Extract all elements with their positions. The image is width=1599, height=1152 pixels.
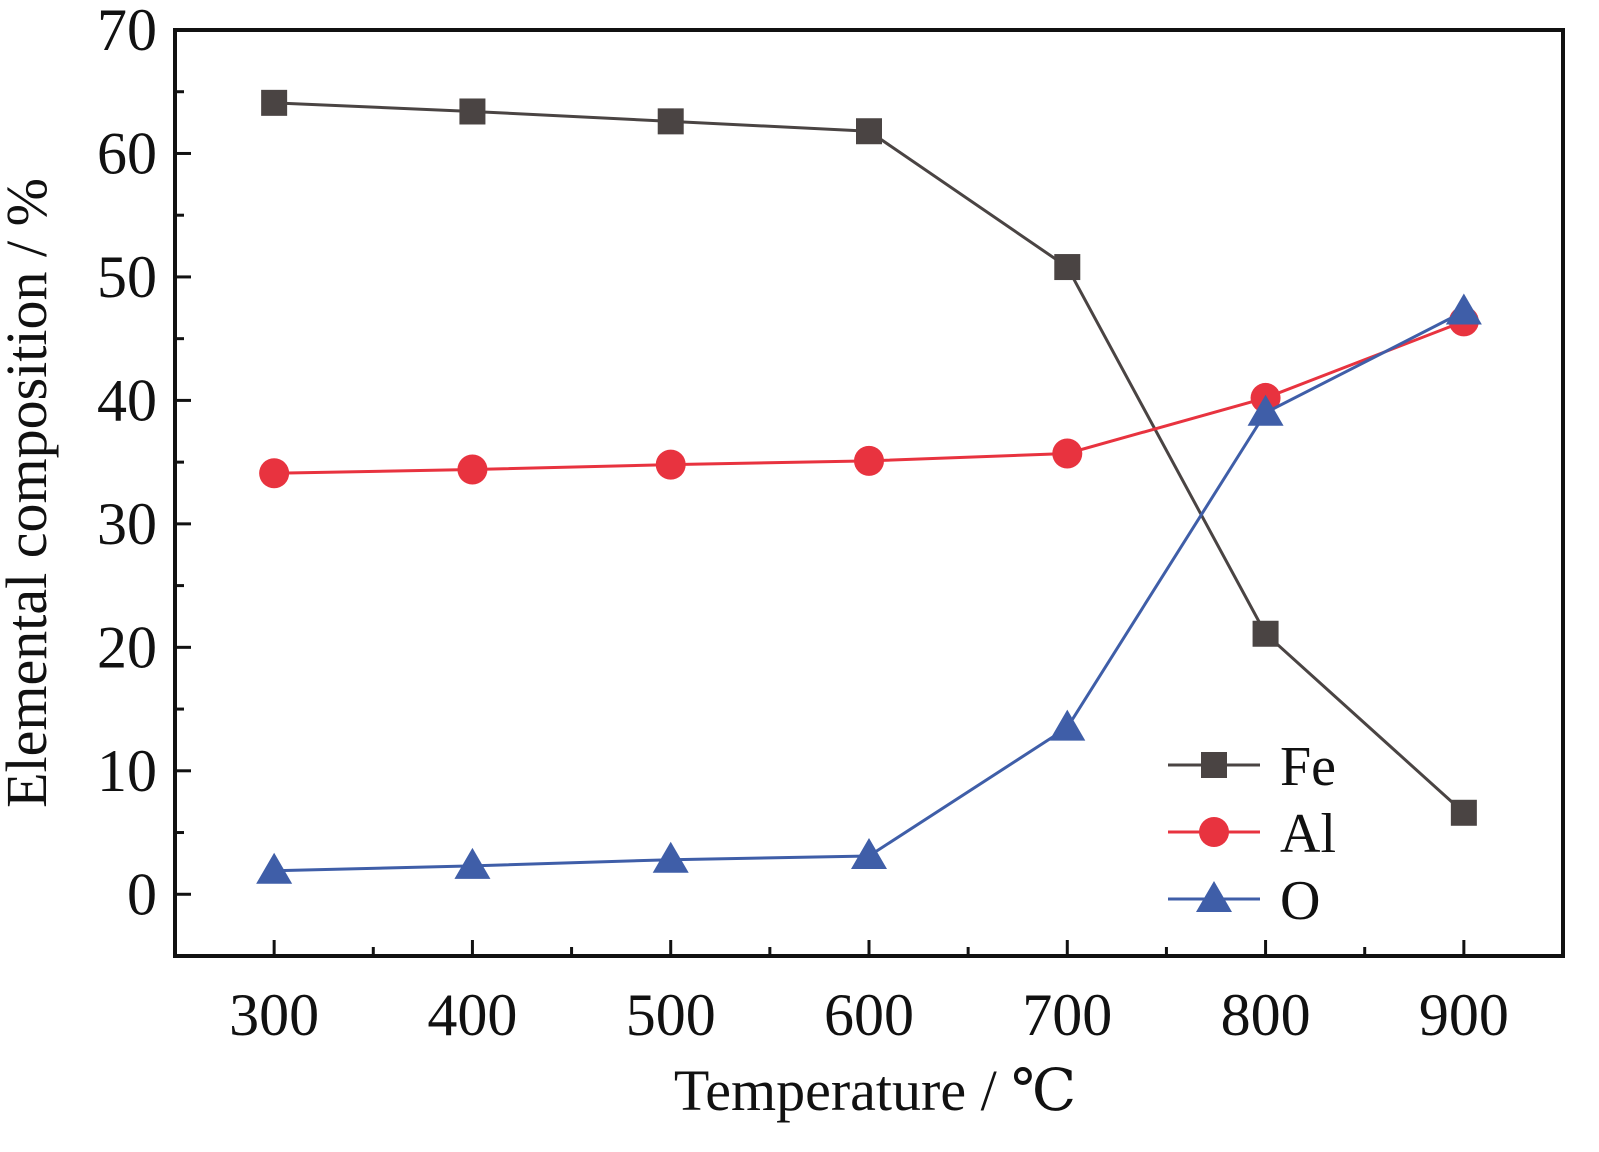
data-point-fe xyxy=(261,89,288,116)
data-point-o xyxy=(1445,293,1482,325)
series-fe xyxy=(261,89,1477,826)
x-tick-label: 500 xyxy=(626,982,716,1048)
data-point-o xyxy=(851,837,887,869)
data-point-o xyxy=(256,852,293,884)
x-axis-label: Temperature / ℃ xyxy=(674,1058,1076,1123)
legend-item-o: O xyxy=(1168,870,1320,932)
data-point-al xyxy=(854,445,884,476)
legend-label: Fe xyxy=(1280,736,1336,798)
y-tick-label: 30 xyxy=(97,491,157,557)
y-tick-label: 60 xyxy=(97,120,157,186)
x-tick-label: 700 xyxy=(1022,982,1112,1048)
y-tick-label: 50 xyxy=(97,244,157,310)
x-tick-label: 900 xyxy=(1419,982,1509,1048)
series-o xyxy=(256,293,1482,884)
data-point-fe xyxy=(1252,620,1279,647)
x-tick-label: 600 xyxy=(824,982,914,1048)
data-point-o xyxy=(1049,709,1086,741)
data-point-fe xyxy=(856,118,882,145)
y-tick-label: 70 xyxy=(97,0,157,63)
x-tick-label: 800 xyxy=(1221,982,1311,1048)
data-point-o xyxy=(652,841,689,873)
data-point-o xyxy=(454,847,491,879)
x-tick-label: 300 xyxy=(229,982,319,1048)
data-point-al xyxy=(457,454,488,485)
legend-item-al: Al xyxy=(1168,803,1336,865)
y-tick-label: 0 xyxy=(127,861,157,927)
y-axis-label: Elemental composition / % xyxy=(0,178,59,808)
data-point-al xyxy=(259,458,290,489)
data-point-fe xyxy=(657,108,684,135)
y-tick-label: 40 xyxy=(97,367,157,433)
legend-label: Al xyxy=(1280,803,1336,865)
data-point-al xyxy=(1052,438,1083,469)
data-point-o xyxy=(1247,394,1284,426)
y-tick-label: 20 xyxy=(97,614,157,680)
y-tick-label: 10 xyxy=(97,738,157,804)
data-point-fe xyxy=(459,98,486,125)
legend-marker xyxy=(1201,752,1227,778)
data-point-al xyxy=(655,449,686,480)
data-point-fe xyxy=(1450,799,1477,826)
legend-marker xyxy=(1199,817,1229,847)
x-tick-label: 400 xyxy=(427,982,517,1048)
legend-marker xyxy=(1196,881,1232,912)
legend-label: O xyxy=(1280,870,1320,932)
plot-frame xyxy=(173,28,1565,958)
legend-item-fe: Fe xyxy=(1168,736,1336,798)
data-point-fe xyxy=(1054,254,1081,281)
